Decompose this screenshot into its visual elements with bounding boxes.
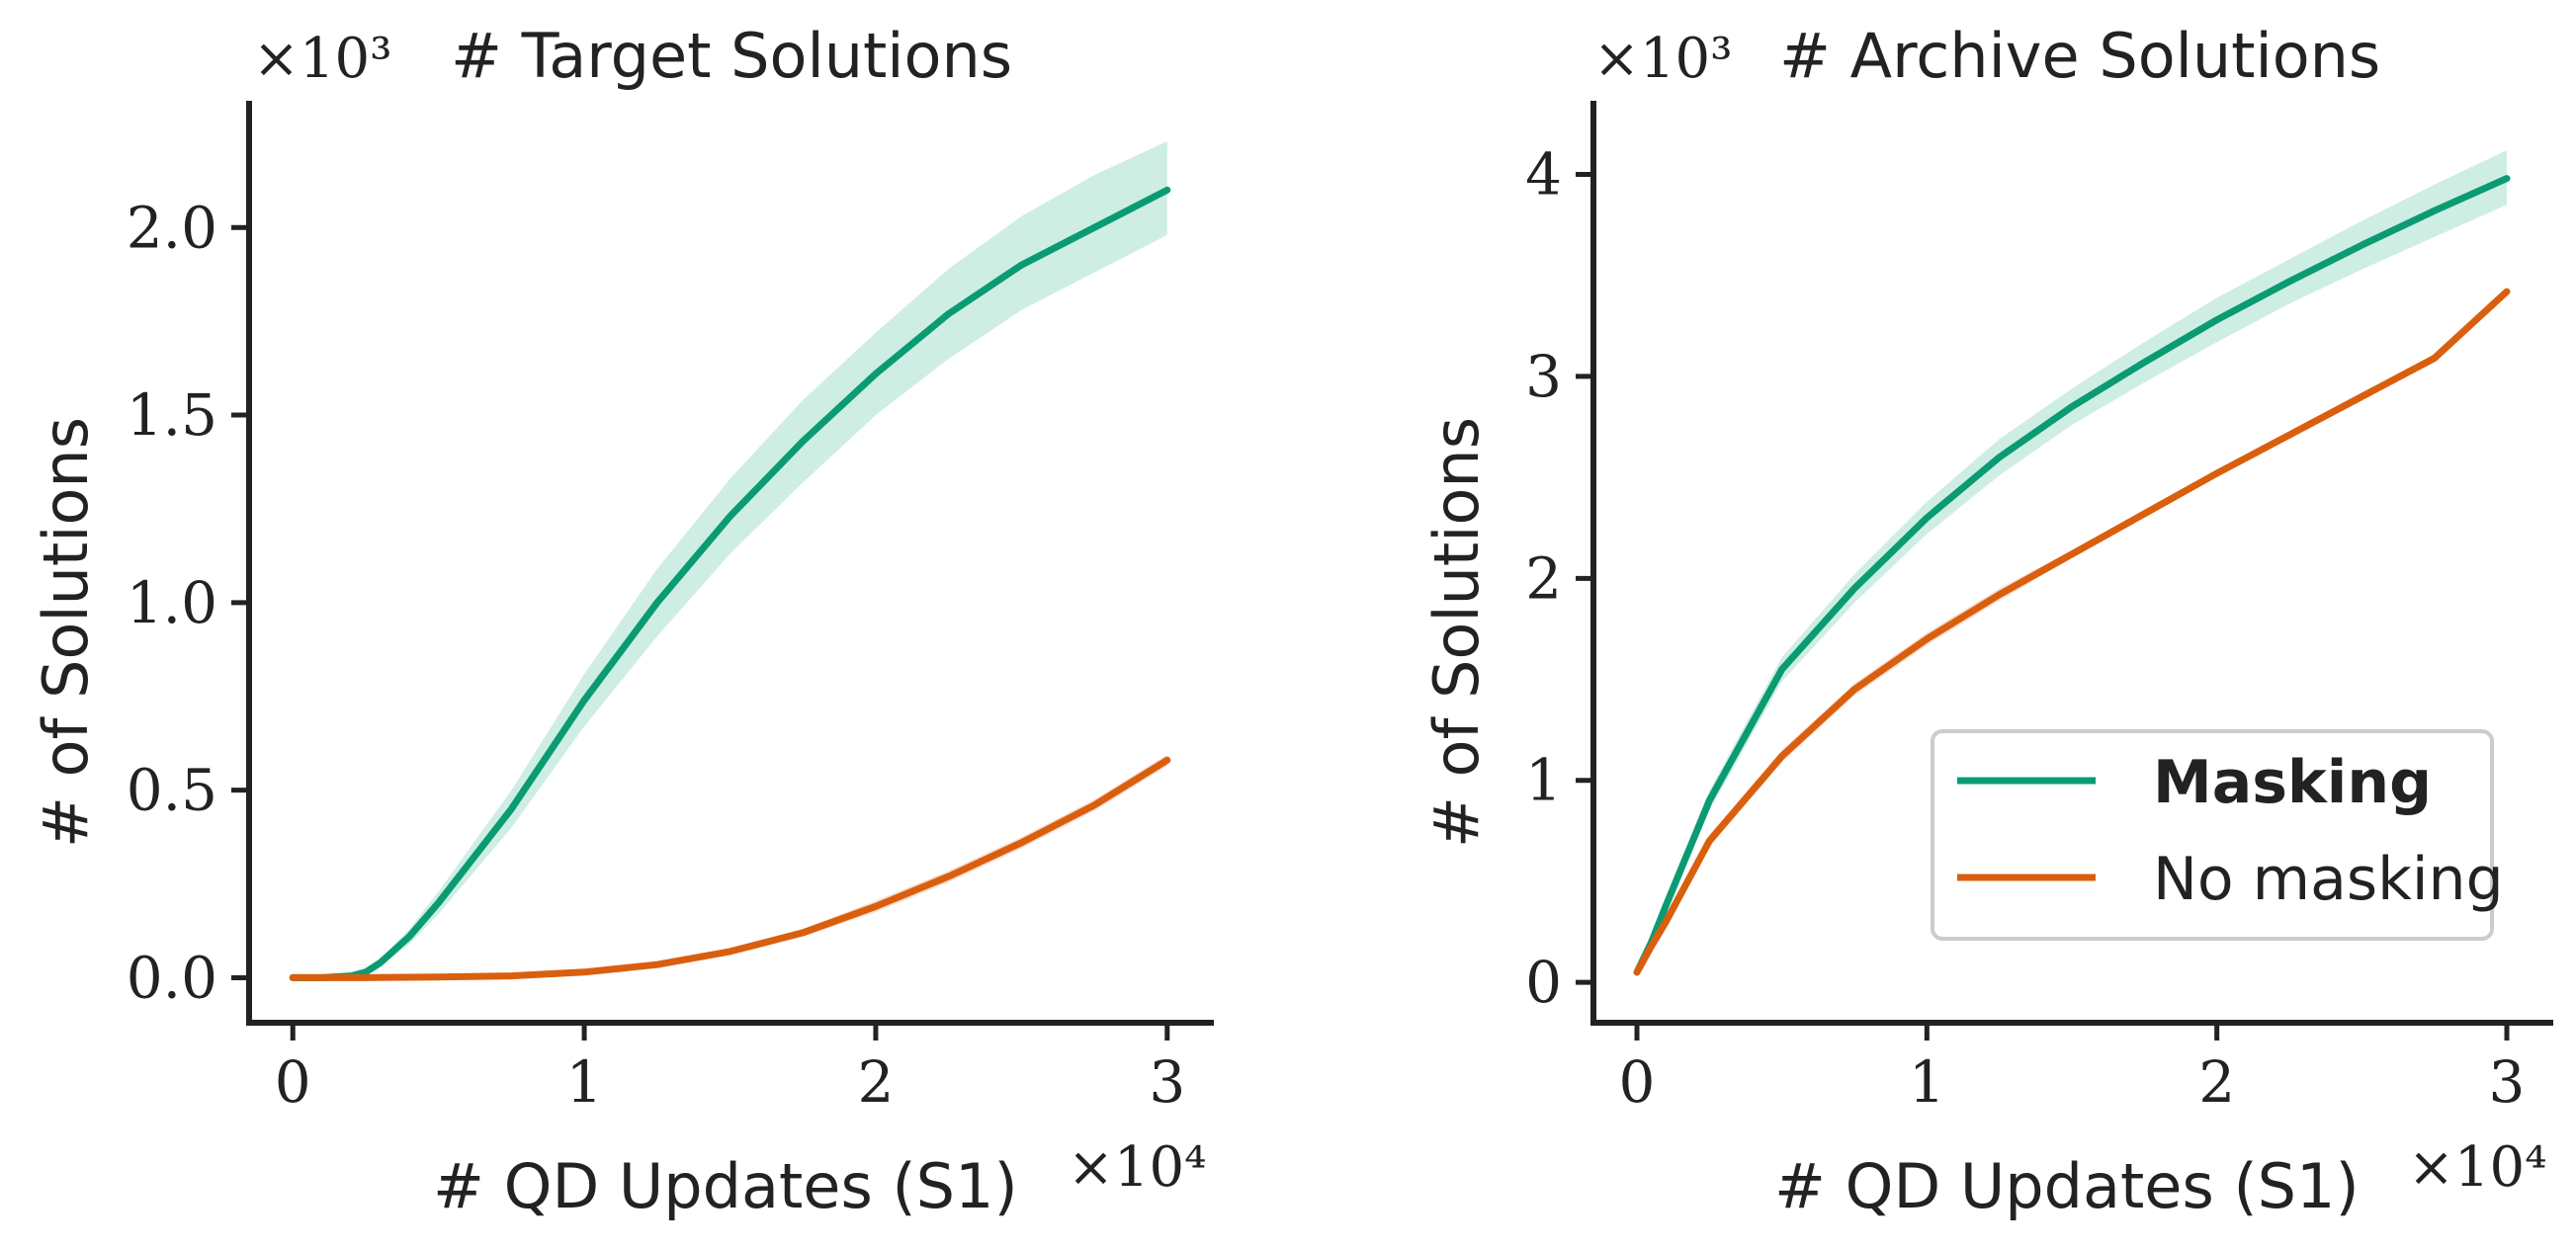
legend: Masking No masking bbox=[1931, 729, 2504, 941]
confidence-bands bbox=[1637, 150, 2507, 974]
x-tick-label: 2 bbox=[2198, 1048, 2235, 1116]
chart-archive-solutions: # Archive Solutions ×10³ ×10⁴ # QD Updat… bbox=[1420, 20, 2553, 1222]
band-masking bbox=[1637, 150, 2507, 974]
series-line-masking bbox=[1633, 175, 2511, 976]
x-tick-label: 2 bbox=[857, 1048, 894, 1116]
series-lines bbox=[289, 186, 1171, 981]
axis-ticks: 0 1 2 3 0.0 0.5 1.0 1.5 2.0 bbox=[127, 194, 1185, 1116]
y-multiplier-label: ×10³ bbox=[253, 27, 392, 91]
x-axis-label: # QD Updates (S1) bbox=[1774, 1150, 2360, 1222]
y-tick-label: 2 bbox=[1525, 544, 1562, 612]
chart-title: # Archive Solutions bbox=[1779, 20, 2380, 92]
band-no-masking bbox=[293, 754, 1167, 978]
chart-title: # Target Solutions bbox=[451, 20, 1012, 92]
x-tick-label: 0 bbox=[275, 1048, 311, 1116]
x-multiplier-label: ×10⁴ bbox=[1068, 1135, 1207, 1200]
axis-ticks: 0 1 2 3 0 1 2 3 4 bbox=[1525, 141, 2525, 1116]
x-tick-label: 3 bbox=[2489, 1048, 2526, 1116]
y-axis-label: # of Solutions bbox=[1420, 417, 1493, 848]
x-multiplier-label: ×10⁴ bbox=[2408, 1135, 2547, 1200]
legend-label-no-masking: No masking bbox=[2153, 845, 2504, 914]
x-tick-label: 3 bbox=[1149, 1048, 1185, 1116]
chart-target-solutions: # Target Solutions ×10³ ×10⁴ # QD Update… bbox=[30, 20, 1214, 1222]
confidence-bands bbox=[293, 141, 1167, 978]
axis-spines bbox=[1590, 101, 2553, 1026]
x-tick-label: 1 bbox=[566, 1048, 603, 1116]
x-tick-label: 1 bbox=[1909, 1048, 1945, 1116]
y-tick-label: 2.0 bbox=[127, 194, 217, 261]
y-tick-label: 0 bbox=[1525, 949, 1562, 1016]
y-tick-label: 1.5 bbox=[127, 381, 217, 449]
legend-label-masking: Masking bbox=[2153, 748, 2432, 817]
y-multiplier-label: ×10³ bbox=[1593, 27, 1733, 91]
x-tick-label: 0 bbox=[1619, 1048, 1656, 1116]
y-tick-label: 3 bbox=[1525, 343, 1562, 410]
series-line-masking bbox=[289, 186, 1171, 981]
series-lines bbox=[1633, 175, 2511, 976]
y-tick-label: 4 bbox=[1525, 141, 1562, 208]
axis-spines bbox=[246, 101, 1214, 1026]
y-axis-label: # of Solutions bbox=[30, 417, 102, 848]
y-tick-label: 1 bbox=[1525, 747, 1562, 814]
series-line-no-masking bbox=[289, 756, 1171, 981]
band-masking bbox=[293, 141, 1167, 978]
y-tick-label: 0.0 bbox=[127, 944, 217, 1011]
y-tick-label: 1.0 bbox=[127, 569, 217, 636]
x-axis-label: # QD Updates (S1) bbox=[433, 1150, 1018, 1222]
series-line-no-masking bbox=[1633, 288, 2511, 976]
y-tick-label: 0.5 bbox=[127, 757, 217, 824]
